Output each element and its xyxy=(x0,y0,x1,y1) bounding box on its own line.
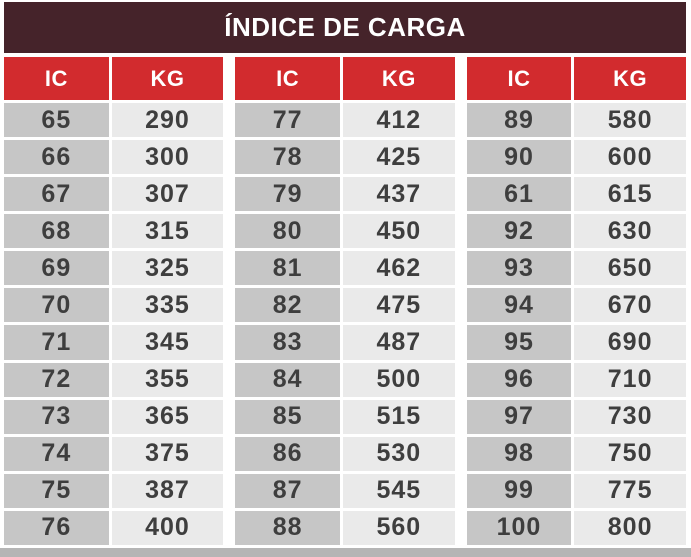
ic-value-cell: 83 xyxy=(235,325,340,360)
kg-value-cell: 630 xyxy=(574,214,686,249)
header-cell-ic: IC xyxy=(4,57,109,100)
ic-value-cell: 86 xyxy=(235,436,340,471)
header-cell-ic: IC xyxy=(466,57,572,100)
kg-value-cell: 300 xyxy=(111,140,224,175)
ic-value-cell: 92 xyxy=(466,214,572,249)
column-group-2: IC KG 77 412 78 425 79 437 80 450 81 462 82 475 83 48… xyxy=(235,57,455,545)
kg-value-cell: 315 xyxy=(111,214,224,249)
ic-value-cell: 68 xyxy=(4,214,109,249)
ic-value-cell: 97 xyxy=(466,399,572,434)
ic-value-cell: 74 xyxy=(4,436,109,471)
header-cell-kg: KG xyxy=(574,57,686,100)
kg-value-cell: 475 xyxy=(343,288,455,323)
kg-value-cell: 375 xyxy=(111,436,224,471)
kg-value-cell: 290 xyxy=(111,103,224,138)
ic-value-cell: 81 xyxy=(235,251,340,286)
ic-value-cell: 85 xyxy=(235,399,340,434)
ic-value-cell: 79 xyxy=(235,177,340,212)
kg-value-cell: 437 xyxy=(343,177,455,212)
kg-value-cell: 545 xyxy=(343,473,455,508)
ic-value-cell: 90 xyxy=(466,140,572,175)
ic-value-cell: 82 xyxy=(235,288,340,323)
kg-value-cell: 365 xyxy=(111,399,224,434)
kg-value-cell: 500 xyxy=(343,362,455,397)
ic-value-cell: 98 xyxy=(466,436,572,471)
kg-value-cell: 325 xyxy=(111,251,224,286)
kg-value-cell: 387 xyxy=(111,473,224,508)
kg-value-cell: 580 xyxy=(574,103,686,138)
kg-value-cell: 412 xyxy=(343,103,455,138)
ic-value-cell: 99 xyxy=(466,473,572,508)
kg-value-cell: 515 xyxy=(343,399,455,434)
ic-value-cell: 61 xyxy=(466,177,572,212)
ic-value-cell: 78 xyxy=(235,140,340,175)
kg-value-cell: 530 xyxy=(343,436,455,471)
ic-value-cell: 69 xyxy=(4,251,109,286)
ic-value-cell: 70 xyxy=(4,288,109,323)
page-title: ÍNDICE DE CARGA xyxy=(224,12,466,42)
ic-value-cell: 77 xyxy=(235,103,340,138)
kg-value-cell: 730 xyxy=(574,399,686,434)
kg-value-cell: 345 xyxy=(111,325,224,360)
kg-value-cell: 560 xyxy=(343,510,455,545)
kg-value-cell: 650 xyxy=(574,251,686,286)
ic-value-cell: 73 xyxy=(4,399,109,434)
column-group-3: IC KG 89 580 90 600 61 615 92 630 93 650 94 670 95 69… xyxy=(466,57,686,545)
kg-value-cell: 425 xyxy=(343,140,455,175)
ic-value-cell: 72 xyxy=(4,362,109,397)
ic-value-cell: 71 xyxy=(4,325,109,360)
ic-value-cell: 84 xyxy=(235,362,340,397)
ic-value-cell: 65 xyxy=(4,103,109,138)
ic-value-cell: 93 xyxy=(466,251,572,286)
kg-value-cell: 307 xyxy=(111,177,224,212)
column-group-1: IC KG 65 290 66 300 67 307 68 315 69 325 70 335 71 34… xyxy=(4,57,224,545)
kg-value-cell: 335 xyxy=(111,288,224,323)
ic-value-cell: 94 xyxy=(466,288,572,323)
ic-value-cell: 89 xyxy=(466,103,572,138)
kg-value-cell: 462 xyxy=(343,251,455,286)
header-cell-kg: KG xyxy=(343,57,455,100)
header-cell-ic: IC xyxy=(235,57,340,100)
ic-value-cell: 66 xyxy=(4,140,109,175)
bottom-border-strip xyxy=(0,548,691,557)
kg-value-cell: 355 xyxy=(111,362,224,397)
kg-value-cell: 690 xyxy=(574,325,686,360)
ic-value-cell: 88 xyxy=(235,510,340,545)
header-cell-kg: KG xyxy=(111,57,224,100)
kg-value-cell: 615 xyxy=(574,177,686,212)
kg-value-cell: 487 xyxy=(343,325,455,360)
ic-value-cell: 100 xyxy=(466,510,572,545)
kg-value-cell: 800 xyxy=(574,510,686,545)
table-body: IC KG 65 290 66 300 67 307 68 315 69 325 70 335 71 34… xyxy=(4,57,686,545)
kg-value-cell: 450 xyxy=(343,214,455,249)
ic-value-cell: 76 xyxy=(4,510,109,545)
table-title-bar: ÍNDICE DE CARGA xyxy=(4,2,686,53)
ic-value-cell: 80 xyxy=(235,214,340,249)
ic-value-cell: 75 xyxy=(4,473,109,508)
ic-value-cell: 67 xyxy=(4,177,109,212)
kg-value-cell: 750 xyxy=(574,436,686,471)
kg-value-cell: 600 xyxy=(574,140,686,175)
kg-value-cell: 670 xyxy=(574,288,686,323)
ic-value-cell: 95 xyxy=(466,325,572,360)
ic-value-cell: 87 xyxy=(235,473,340,508)
kg-value-cell: 400 xyxy=(111,510,224,545)
ic-value-cell: 96 xyxy=(466,362,572,397)
kg-value-cell: 775 xyxy=(574,473,686,508)
kg-value-cell: 710 xyxy=(574,362,686,397)
